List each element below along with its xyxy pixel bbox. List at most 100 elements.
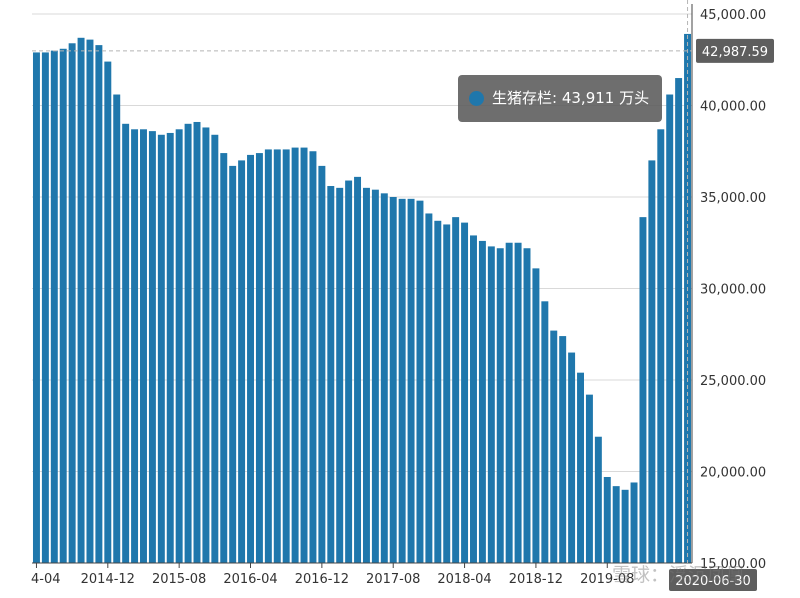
bar[interactable]: [675, 78, 683, 564]
bar[interactable]: [470, 235, 477, 563]
bar[interactable]: [559, 336, 567, 563]
bar[interactable]: [389, 197, 397, 563]
bar[interactable]: [131, 129, 139, 564]
bar[interactable]: [273, 149, 281, 564]
bar[interactable]: [309, 151, 317, 563]
tooltip-colon: :: [552, 89, 562, 107]
bar[interactable]: [684, 33, 692, 564]
bar[interactable]: [434, 220, 442, 564]
bar[interactable]: [398, 198, 406, 563]
bar[interactable]: [336, 187, 344, 563]
bar[interactable]: [407, 198, 415, 563]
bar[interactable]: [362, 187, 370, 563]
bar[interactable]: [550, 330, 558, 563]
bar[interactable]: [496, 248, 504, 564]
bar[interactable]: [140, 129, 147, 564]
bar[interactable]: [648, 160, 656, 563]
bar[interactable]: [371, 189, 379, 563]
bar[interactable]: [229, 165, 237, 563]
x-tick-label: 2016-12: [295, 572, 349, 587]
watermark: 雪球：浮沉凤凰: [612, 564, 746, 586]
y-tick-label: 25,000.00: [700, 374, 766, 389]
bar[interactable]: [443, 224, 451, 563]
bar[interactable]: [50, 50, 58, 564]
x-pointer-label: 2020-06-30: [675, 574, 751, 589]
bar[interactable]: [193, 121, 201, 563]
bar[interactable]: [32, 52, 40, 564]
bar[interactable]: [86, 39, 94, 564]
bar[interactable]: [264, 149, 272, 564]
bar[interactable]: [300, 147, 308, 563]
x-tick-label: 2016-04: [223, 572, 277, 587]
bar[interactable]: [104, 61, 112, 563]
x-tick-label: 4-04: [31, 572, 61, 587]
bar[interactable]: [77, 37, 85, 564]
bar[interactable]: [202, 127, 210, 564]
bar[interactable]: [68, 43, 76, 563]
bar[interactable]: [345, 180, 353, 563]
crosshair-value-label: 42,987.59: [702, 45, 768, 60]
bar[interactable]: [113, 94, 121, 564]
bar[interactable]: [122, 123, 130, 564]
bar[interactable]: [175, 129, 183, 564]
bar[interactable]: [621, 489, 629, 563]
bar[interactable]: [157, 134, 165, 563]
bar[interactable]: [612, 486, 620, 563]
x-tick-label: 2018-12: [509, 572, 563, 587]
bar[interactable]: [532, 268, 540, 563]
bar[interactable]: [380, 193, 388, 563]
bar[interactable]: [639, 217, 647, 563]
bar[interactable]: [238, 160, 246, 563]
bar[interactable]: [603, 476, 611, 563]
bar[interactable]: [505, 242, 513, 563]
tick-labels: 15,000.00 20,000.00 25,000.00 30,000.00 35,0…: [31, 8, 766, 587]
bar[interactable]: [211, 134, 219, 563]
bar[interactable]: [220, 153, 228, 563]
tooltip-value: 43,911: [561, 89, 615, 107]
bar[interactable]: [461, 222, 469, 563]
bar[interactable]: [514, 242, 522, 563]
bar[interactable]: [416, 200, 424, 563]
x-tick-label: 2014-12: [81, 572, 135, 587]
bar[interactable]: [478, 240, 486, 564]
bar-series[interactable]: [32, 33, 692, 564]
y-tick-label: 20,000.00: [700, 466, 766, 481]
bar[interactable]: [318, 165, 326, 563]
bar[interactable]: [425, 213, 433, 563]
bar[interactable]: [354, 176, 362, 563]
tooltip: 生猪存栏: 43,911 万头: [458, 75, 662, 122]
bar[interactable]: [594, 436, 602, 563]
bar[interactable]: [184, 123, 192, 564]
bar[interactable]: [59, 48, 67, 563]
crosshair-value-box: [696, 38, 774, 63]
bar[interactable]: [568, 352, 576, 563]
y-tick-label: 15,000.00: [700, 557, 766, 572]
bar[interactable]: [585, 394, 593, 563]
bar[interactable]: [41, 52, 49, 564]
y-tick-label: 40,000.00: [700, 100, 766, 115]
x-tick-label: 2017-08: [366, 572, 420, 587]
tooltip-series-name: 生猪存栏: [492, 89, 553, 107]
bar[interactable]: [630, 482, 638, 563]
bar[interactable]: [577, 372, 584, 563]
bar[interactable]: [95, 45, 103, 564]
bar[interactable]: [282, 149, 290, 564]
bar[interactable]: [657, 129, 665, 564]
bar[interactable]: [327, 186, 335, 563]
bar[interactable]: [487, 246, 495, 563]
bar[interactable]: [541, 301, 549, 563]
axes: [32, 4, 693, 568]
bar[interactable]: [166, 132, 174, 563]
bar[interactable]: [247, 154, 254, 563]
y-tick-label: 45,000.00: [700, 8, 766, 23]
bar[interactable]: [255, 153, 263, 563]
bar[interactable]: [148, 131, 156, 563]
x-tick-label: 2018-04: [437, 572, 491, 587]
series-marker-icon: [469, 91, 484, 106]
bar[interactable]: [452, 217, 460, 563]
bar[interactable]: [666, 94, 674, 564]
bar[interactable]: [291, 147, 299, 563]
x-pointer-box: [669, 569, 757, 591]
bar[interactable]: [523, 248, 531, 564]
